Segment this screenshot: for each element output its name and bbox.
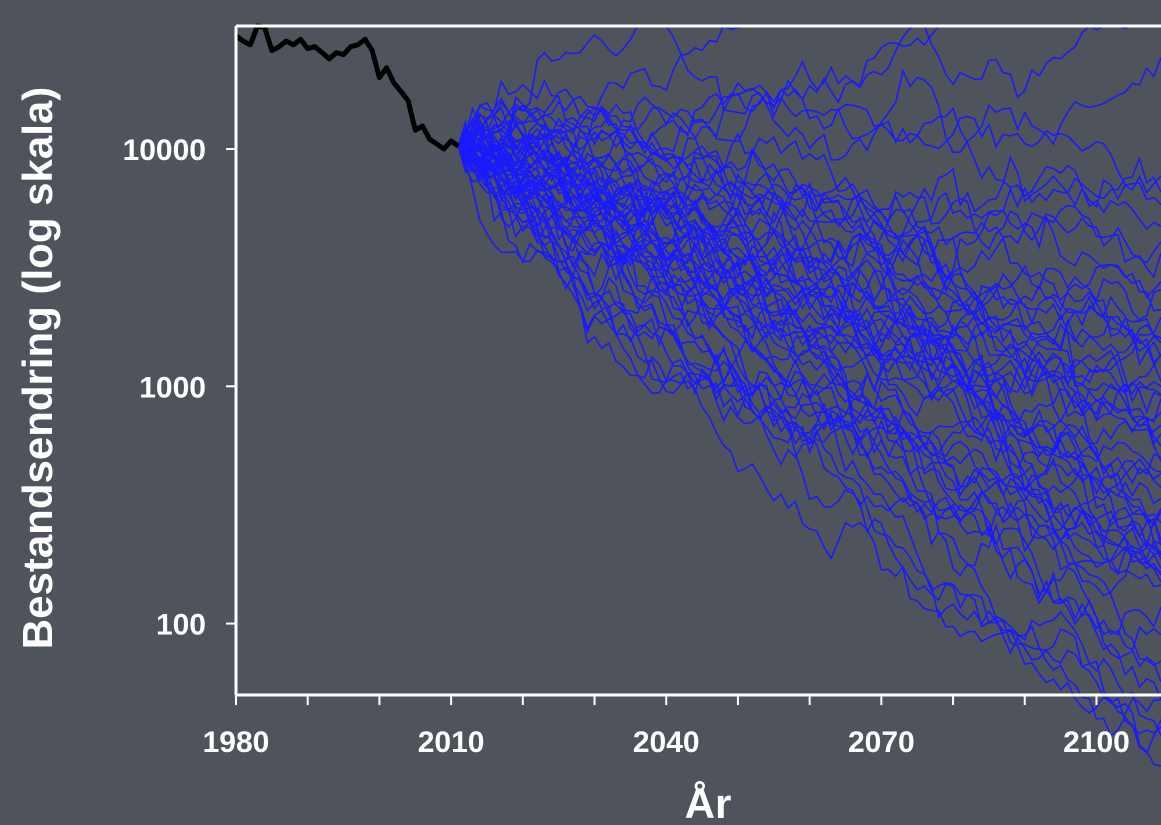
simulated-trajectory <box>458 137 1161 434</box>
simulated-trajectory <box>457 84 1161 231</box>
simulated-trajectory <box>457 129 1161 473</box>
x-tick-label: 2010 <box>418 726 485 759</box>
simulated-trajectory <box>457 145 1161 540</box>
x-tick-label: 2100 <box>1063 726 1130 759</box>
y-tick-label: 100 <box>156 609 206 642</box>
simulated-trajectory <box>458 145 1161 560</box>
y-tick-label: 1000 <box>139 371 206 404</box>
simulated-trajectory <box>457 145 1161 737</box>
x-tick-label: 1980 <box>203 726 270 759</box>
simulated-trajectory <box>457 145 1161 354</box>
simulated-trajectory <box>458 81 1161 206</box>
simulated-trajectory <box>457 106 1161 312</box>
simulated-trajectory <box>457 145 1161 575</box>
simulated-trajectory <box>457 25 1161 162</box>
simulated-trajectory <box>457 138 1161 538</box>
simulated-trajectory <box>457 129 1161 667</box>
simulated-trajectory <box>457 136 1161 446</box>
simulated-trajectory <box>458 141 1161 636</box>
simulated-trajectories <box>457 24 1161 767</box>
simulated-trajectory <box>457 136 1161 331</box>
x-axis-title: År <box>685 780 732 825</box>
simulated-trajectory <box>457 96 1161 279</box>
simulated-trajectory <box>457 132 1161 364</box>
x-tick-label: 2070 <box>848 726 915 759</box>
simulated-trajectory <box>458 123 1161 257</box>
simulated-trajectory <box>457 145 1161 659</box>
simulated-trajectory <box>457 145 1161 565</box>
simulated-trajectory <box>458 142 1161 588</box>
y-axis-title: Bestandsendring (log skala) <box>14 87 61 649</box>
y-tick-label: 10000 <box>123 134 206 167</box>
axes: 1980 2010 2040 2070 2100 100 1000 10000 <box>123 24 1161 759</box>
simulated-trajectory <box>458 117 1161 266</box>
simulated-trajectory <box>458 25 1161 178</box>
simulated-trajectory <box>457 145 1161 545</box>
observed-population-line <box>234 23 460 152</box>
simulated-trajectory <box>457 120 1161 451</box>
simulated-trajectory <box>457 144 1161 447</box>
x-tick-label: 2040 <box>633 726 700 759</box>
simulated-trajectory <box>458 133 1161 485</box>
simulated-trajectory <box>457 133 1161 527</box>
simulated-trajectory <box>457 115 1161 754</box>
